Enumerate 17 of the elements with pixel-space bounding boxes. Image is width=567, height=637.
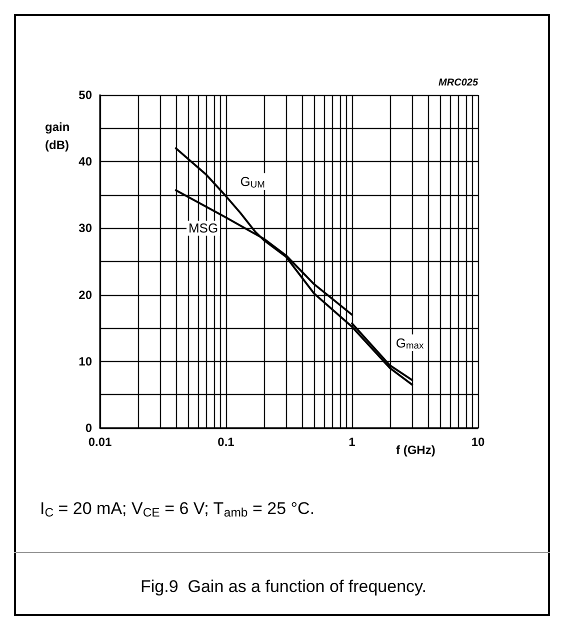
series-label: Gmax [396, 335, 424, 351]
y-tick-label: 10 [78, 354, 92, 368]
text: Fig.9 Gain as a function of frequency. [140, 577, 427, 596]
x-tick-label: 10 [471, 435, 485, 449]
series-label: GUM [240, 174, 266, 190]
text: MRC025 [438, 78, 478, 88]
series-label: MSG [188, 220, 218, 236]
y-tick-label: 0 [85, 421, 92, 435]
x-tick-label: 1 [348, 435, 356, 449]
y-tick-label: 20 [78, 288, 92, 302]
x-tick-label: 0.01 [88, 435, 112, 449]
y-tick-label: 30 [78, 221, 92, 236]
y-tick-label: 40 [78, 154, 92, 169]
x-tick-label: 0.1 [218, 435, 235, 449]
y-axis-title: gain (dB) [45, 120, 70, 152]
x-axis-title: f (GHz) [396, 443, 436, 457]
y-tick-label: 50 [78, 88, 92, 102]
